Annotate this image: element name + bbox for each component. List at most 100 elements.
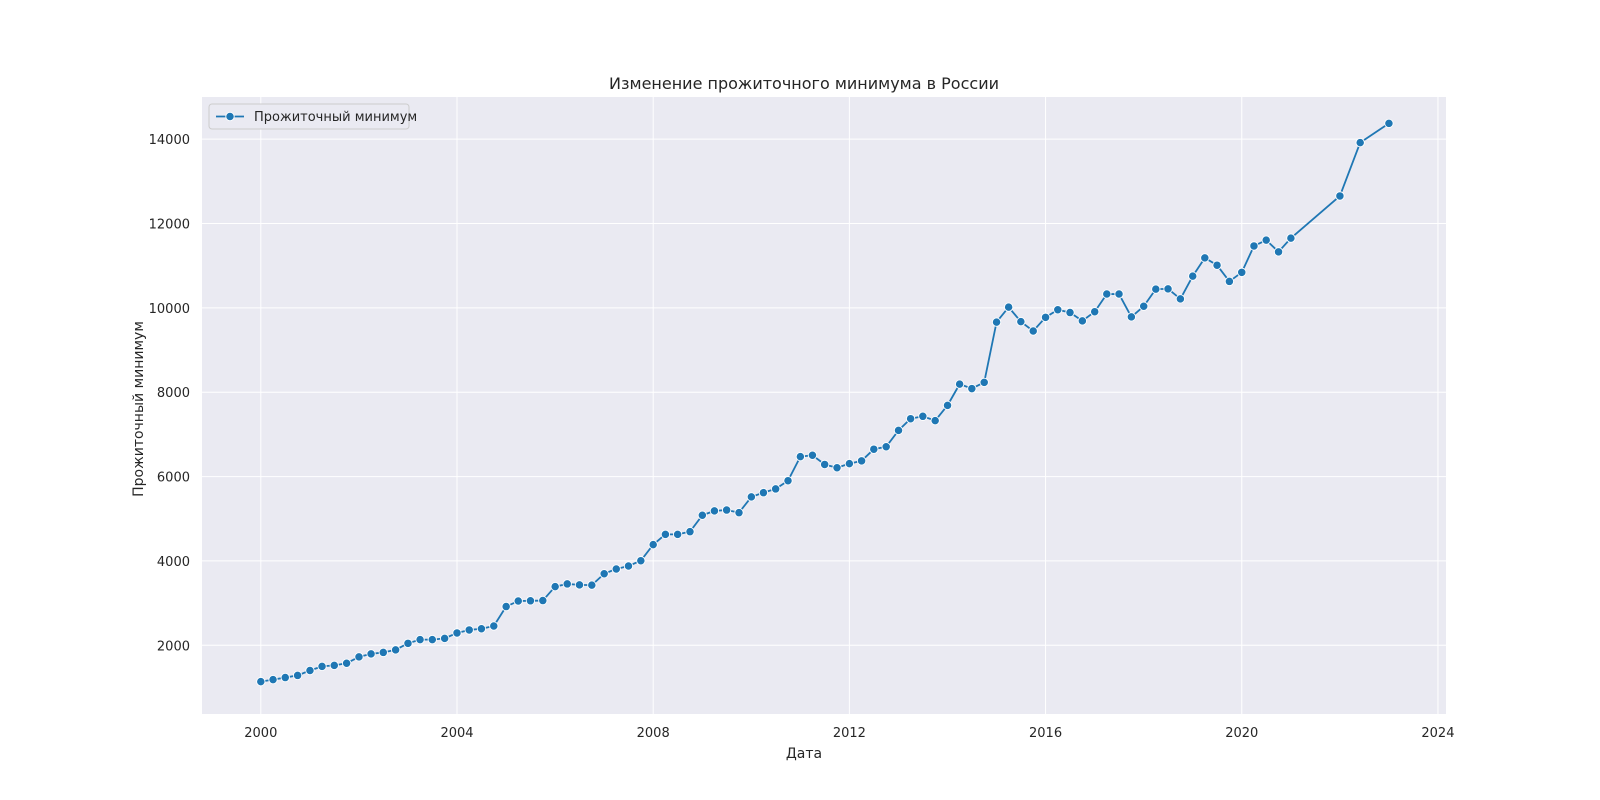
y-axis: 2000 4000 6000 8000 10000 12000 14000 xyxy=(149,133,190,654)
data-point xyxy=(415,634,425,645)
data-point xyxy=(1286,233,1296,243)
data-point xyxy=(869,444,879,454)
data-point xyxy=(930,415,940,426)
series-layer xyxy=(256,118,1394,687)
data-point xyxy=(954,379,965,389)
data-point xyxy=(1053,305,1063,315)
data-point xyxy=(292,670,303,681)
data-point xyxy=(538,595,548,606)
data-point xyxy=(685,527,695,537)
data-point xyxy=(1102,289,1112,299)
data-point xyxy=(1114,289,1124,299)
data-point xyxy=(893,425,904,436)
data-point xyxy=(1163,284,1173,294)
plot-background xyxy=(202,97,1446,714)
data-point xyxy=(807,450,818,460)
data-point xyxy=(562,579,572,589)
data-point xyxy=(1003,302,1014,312)
data-point xyxy=(476,624,487,634)
data-point xyxy=(1090,307,1100,317)
x-tick-label: 2012 xyxy=(833,726,866,741)
data-point xyxy=(979,377,989,387)
series-line xyxy=(260,122,1390,683)
data-point xyxy=(280,672,290,683)
y-tick-label: 6000 xyxy=(157,471,190,486)
chart-title: Изменение прожиточного минимума в России xyxy=(609,74,999,93)
data-point xyxy=(1224,276,1235,287)
x-tick-label: 2008 xyxy=(637,726,670,741)
x-axis-label: Дата xyxy=(786,746,822,762)
data-point xyxy=(820,459,830,470)
data-point xyxy=(354,652,364,662)
data-point xyxy=(758,488,769,498)
plot-area xyxy=(202,97,1446,714)
legend-label: Прожиточный минимум xyxy=(254,110,417,125)
data-point xyxy=(550,581,560,592)
data-point xyxy=(648,539,658,550)
data-point xyxy=(1028,326,1038,336)
data-point xyxy=(1261,235,1271,245)
y-tick-label: 2000 xyxy=(157,639,190,654)
data-point xyxy=(256,676,266,687)
x-tick-label: 2016 xyxy=(1029,726,1062,741)
y-tick-label: 4000 xyxy=(157,555,190,570)
y-tick-label: 10000 xyxy=(149,302,190,317)
data-point xyxy=(452,628,462,638)
data-point xyxy=(427,634,437,645)
data-point xyxy=(317,661,327,671)
data-point xyxy=(1151,284,1161,294)
data-point xyxy=(1065,307,1075,318)
data-point xyxy=(623,561,634,571)
data-point xyxy=(1249,241,1259,251)
data-point xyxy=(697,510,707,520)
x-tick-label: 2024 xyxy=(1421,726,1454,741)
data-point xyxy=(341,658,352,668)
data-point xyxy=(268,674,278,685)
x-tick-label: 2020 xyxy=(1225,726,1258,741)
data-point xyxy=(611,564,621,574)
data-point xyxy=(599,569,609,579)
data-point xyxy=(1335,191,1345,201)
data-point xyxy=(439,633,450,644)
data-point xyxy=(587,580,597,590)
data-point xyxy=(844,458,855,469)
data-point xyxy=(783,476,793,486)
data-point xyxy=(905,414,916,424)
data-point xyxy=(660,529,671,539)
data-point xyxy=(1237,267,1247,277)
y-tick-label: 14000 xyxy=(149,133,190,148)
legend: Прожиточный минимум xyxy=(208,103,417,130)
data-point xyxy=(1188,271,1198,281)
data-point xyxy=(390,645,401,655)
data-point xyxy=(1384,118,1394,129)
data-point xyxy=(1139,301,1149,311)
data-point xyxy=(305,665,315,676)
data-point xyxy=(1200,253,1210,263)
data-point xyxy=(464,625,474,635)
data-point xyxy=(832,463,842,473)
data-point xyxy=(1126,312,1137,322)
data-point xyxy=(795,451,806,462)
data-point xyxy=(489,621,499,631)
data-point xyxy=(881,442,891,452)
data-point xyxy=(1040,312,1051,322)
legend-marker-sample xyxy=(225,111,235,122)
y-tick-label: 12000 xyxy=(149,218,190,233)
data-point xyxy=(991,317,1002,327)
data-point xyxy=(501,601,511,612)
data-point xyxy=(1273,247,1284,257)
data-point xyxy=(672,529,683,539)
x-axis: 2000 2004 2008 2012 2016 2020 2024 xyxy=(244,726,1454,741)
data-point xyxy=(378,647,388,658)
data-point xyxy=(525,596,536,606)
data-point xyxy=(721,505,732,515)
data-point xyxy=(856,456,867,466)
data-point xyxy=(967,383,977,394)
data-point xyxy=(1175,294,1186,304)
data-point xyxy=(329,660,339,671)
data-point xyxy=(513,596,523,606)
data-point xyxy=(1212,260,1222,270)
legend-box xyxy=(208,103,410,130)
data-point xyxy=(574,580,585,590)
